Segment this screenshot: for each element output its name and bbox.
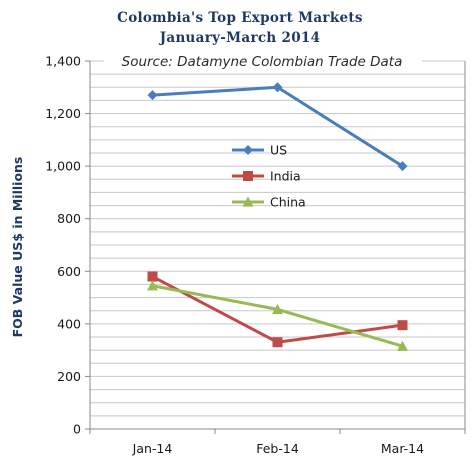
legend-marker-india <box>243 171 253 181</box>
y-tick-label: 200 <box>57 369 81 384</box>
x-tick-labels: Jan-14 Feb-14 Mar-14 <box>132 441 424 456</box>
data-point-china <box>147 280 158 291</box>
data-point-china <box>272 303 283 315</box>
data-point-us <box>272 82 283 93</box>
legend-marker-china <box>242 196 254 207</box>
grid <box>90 60 465 430</box>
data-point-china <box>397 340 408 351</box>
y-tick-label: 1,400 <box>45 54 81 69</box>
axes <box>85 60 466 434</box>
data-point-india <box>147 271 158 282</box>
chart-title-line1: Colombia's Top Export Markets <box>117 10 363 26</box>
x-tick-label: Mar-14 <box>381 441 424 456</box>
data-point-india <box>272 337 283 348</box>
y-tick-label: 1,200 <box>45 106 81 121</box>
chart-subtitle: Source: Datamyne Colombian Trade Data <box>122 54 403 70</box>
data-point-us <box>147 90 158 101</box>
legend: US India China <box>232 143 306 210</box>
y-tick-labels: 0 200 400 600 800 1,000 1,200 1,400 <box>45 54 81 437</box>
y-axis-label: FOB Value US$ in Millions <box>10 157 25 338</box>
series <box>147 82 408 351</box>
y-tick-label: 400 <box>57 316 81 331</box>
y-tick-label: 1,000 <box>45 159 81 174</box>
legend-label-us: US <box>270 143 287 158</box>
y-tick-label: 600 <box>57 264 81 279</box>
x-tick-label: Jan-14 <box>132 441 173 456</box>
legend-label-china: China <box>270 195 306 210</box>
x-tick-label: Feb-14 <box>256 441 299 456</box>
y-tick-label: 0 <box>73 422 81 437</box>
y-tick-label: 800 <box>57 211 81 226</box>
subtitle-background <box>104 51 422 71</box>
data-point-us <box>397 161 408 172</box>
legend-label-india: India <box>270 169 301 184</box>
legend-marker-us <box>243 145 253 155</box>
data-point-india <box>397 320 408 331</box>
chart-title-line2: January-March 2014 <box>159 30 321 46</box>
